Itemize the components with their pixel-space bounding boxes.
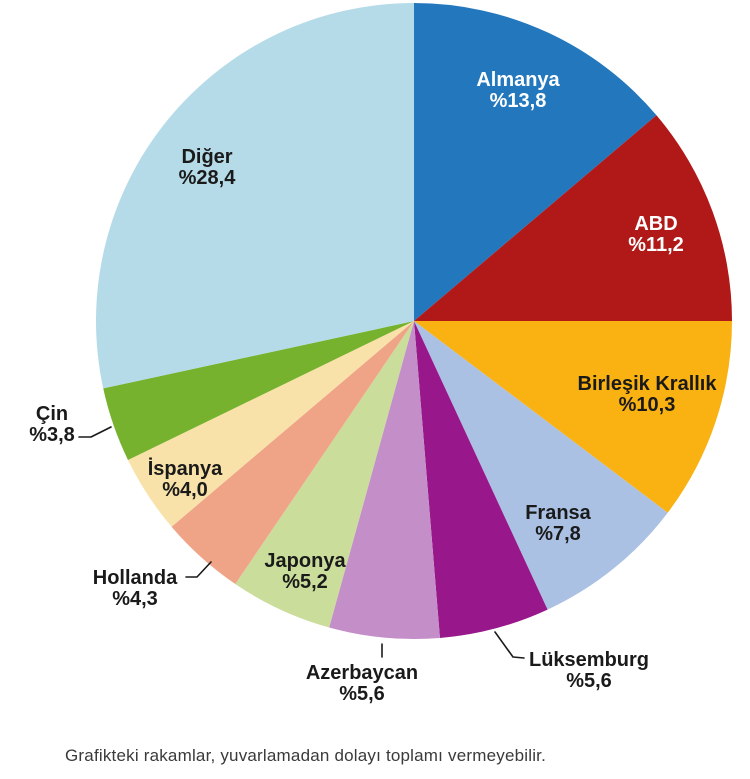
pie-slice-almanya [414,3,657,321]
slice-label-almanya: Almanya %13,8 [476,69,560,112]
slice-label-japonya: Japonya %5,2 [264,550,346,593]
slice-label-lüksemburg: Lüksemburg %5,6 [529,649,649,692]
pie-slice-hollanda [171,321,414,585]
pie-slice-azerbaycan [329,321,440,639]
slice-label-diğer: Diğer %28,4 [179,146,237,189]
slice-label-i-spanya: İspanya %4,0 [148,457,223,501]
pie-slice-diğer [96,3,414,389]
pie-slice-çin [103,321,414,460]
leader-line-hollanda [185,561,212,578]
slice-label-çin: Çin %3,8 [29,403,75,446]
pie-slice-abd [414,115,732,322]
pie-slice-i-spanya [127,321,415,527]
slice-label-birleşik-krallık: Birleşik Krallık %10,3 [578,373,718,416]
pie-slice-birleşik-krallık [414,321,732,513]
chart-footnote: Grafikteki rakamlar, yuvarlamadan dolayı… [65,746,547,765]
pie-slice-japonya [235,321,414,628]
slice-label-azerbaycan: Azerbaycan %5,6 [306,662,418,705]
slice-label-abd: ABD %11,2 [628,213,684,256]
pie-slice-lüksemburg [414,321,548,638]
pie-slice-fransa [414,321,668,610]
leader-line-çin [78,426,112,438]
slice-label-fransa: Fransa %7,8 [525,502,591,545]
leader-line-lüksemburg [494,631,525,659]
slice-label-hollanda: Hollanda %4,3 [93,567,178,610]
